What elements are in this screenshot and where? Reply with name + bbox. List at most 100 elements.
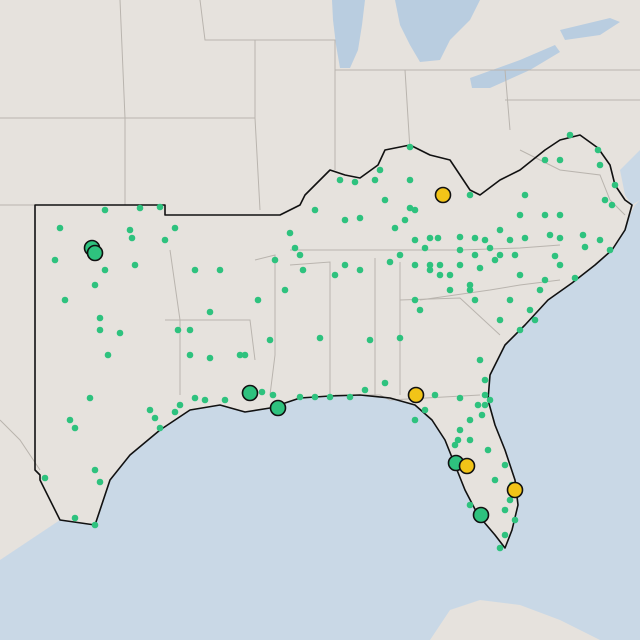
small-location-marker[interactable]	[91, 281, 99, 289]
green-large-marker[interactable]	[86, 244, 104, 262]
small-location-marker[interactable]	[496, 316, 504, 324]
small-location-marker[interactable]	[608, 201, 616, 209]
small-location-marker[interactable]	[331, 271, 339, 279]
small-location-marker[interactable]	[356, 214, 364, 222]
small-location-marker[interactable]	[411, 236, 419, 244]
small-location-marker[interactable]	[611, 181, 619, 189]
small-location-marker[interactable]	[71, 514, 79, 522]
small-location-marker[interactable]	[201, 396, 209, 404]
small-location-marker[interactable]	[476, 356, 484, 364]
small-location-marker[interactable]	[526, 306, 534, 314]
small-location-marker[interactable]	[556, 261, 564, 269]
small-location-marker[interactable]	[296, 251, 304, 259]
small-location-marker[interactable]	[286, 229, 294, 237]
small-location-marker[interactable]	[41, 474, 49, 482]
small-location-marker[interactable]	[501, 531, 509, 539]
small-location-marker[interactable]	[511, 251, 519, 259]
small-location-marker[interactable]	[411, 261, 419, 269]
small-location-marker[interactable]	[406, 204, 414, 212]
small-location-marker[interactable]	[236, 351, 244, 359]
small-location-marker[interactable]	[556, 156, 564, 164]
small-location-marker[interactable]	[486, 244, 494, 252]
small-location-marker[interactable]	[496, 226, 504, 234]
small-location-marker[interactable]	[254, 296, 262, 304]
small-location-marker[interactable]	[206, 354, 214, 362]
small-location-marker[interactable]	[541, 276, 549, 284]
small-location-marker[interactable]	[346, 393, 354, 401]
small-location-marker[interactable]	[116, 329, 124, 337]
small-location-marker[interactable]	[206, 308, 214, 316]
small-location-marker[interactable]	[146, 406, 154, 414]
small-location-marker[interactable]	[501, 461, 509, 469]
small-location-marker[interactable]	[541, 156, 549, 164]
small-location-marker[interactable]	[481, 401, 489, 409]
small-location-marker[interactable]	[341, 261, 349, 269]
small-location-marker[interactable]	[551, 252, 559, 260]
small-location-marker[interactable]	[556, 211, 564, 219]
small-location-marker[interactable]	[406, 143, 414, 151]
small-location-marker[interactable]	[516, 211, 524, 219]
small-location-marker[interactable]	[566, 131, 574, 139]
small-location-marker[interactable]	[131, 261, 139, 269]
small-location-marker[interactable]	[411, 206, 419, 214]
small-location-marker[interactable]	[128, 234, 136, 242]
yellow-large-marker[interactable]	[434, 186, 452, 204]
small-location-marker[interactable]	[571, 274, 579, 282]
small-location-marker[interactable]	[451, 441, 459, 449]
small-location-marker[interactable]	[471, 251, 479, 259]
small-location-marker[interactable]	[376, 166, 384, 174]
small-location-marker[interactable]	[511, 516, 519, 524]
small-location-marker[interactable]	[411, 416, 419, 424]
small-location-marker[interactable]	[341, 216, 349, 224]
small-location-marker[interactable]	[176, 401, 184, 409]
small-location-marker[interactable]	[496, 251, 504, 259]
small-location-marker[interactable]	[476, 264, 484, 272]
small-location-marker[interactable]	[501, 506, 509, 514]
small-location-marker[interactable]	[96, 314, 104, 322]
small-location-marker[interactable]	[426, 266, 434, 274]
small-location-marker[interactable]	[381, 379, 389, 387]
small-location-marker[interactable]	[174, 326, 182, 334]
small-location-marker[interactable]	[516, 271, 524, 279]
small-location-marker[interactable]	[484, 446, 492, 454]
small-location-marker[interactable]	[191, 266, 199, 274]
small-location-marker[interactable]	[496, 544, 504, 552]
yellow-large-marker[interactable]	[458, 457, 476, 475]
small-location-marker[interactable]	[136, 204, 144, 212]
small-location-marker[interactable]	[556, 234, 564, 242]
small-location-marker[interactable]	[536, 286, 544, 294]
small-location-marker[interactable]	[241, 351, 249, 359]
small-location-marker[interactable]	[481, 391, 489, 399]
small-location-marker[interactable]	[421, 244, 429, 252]
small-location-marker[interactable]	[601, 196, 609, 204]
small-location-marker[interactable]	[216, 266, 224, 274]
small-location-marker[interactable]	[471, 296, 479, 304]
small-location-marker[interactable]	[91, 466, 99, 474]
small-location-marker[interactable]	[71, 424, 79, 432]
small-location-marker[interactable]	[151, 414, 159, 422]
small-location-marker[interactable]	[396, 334, 404, 342]
small-location-marker[interactable]	[291, 244, 299, 252]
small-location-marker[interactable]	[191, 394, 199, 402]
small-location-marker[interactable]	[606, 246, 614, 254]
small-location-marker[interactable]	[51, 256, 59, 264]
yellow-large-marker[interactable]	[407, 386, 425, 404]
small-location-marker[interactable]	[156, 203, 164, 211]
small-location-marker[interactable]	[186, 351, 194, 359]
small-location-marker[interactable]	[371, 176, 379, 184]
small-location-marker[interactable]	[579, 231, 587, 239]
small-location-marker[interactable]	[456, 426, 464, 434]
small-location-marker[interactable]	[258, 388, 266, 396]
small-location-marker[interactable]	[506, 236, 514, 244]
small-location-marker[interactable]	[466, 191, 474, 199]
small-location-marker[interactable]	[506, 296, 514, 304]
green-large-marker[interactable]	[472, 506, 490, 524]
small-location-marker[interactable]	[336, 176, 344, 184]
small-location-marker[interactable]	[356, 266, 364, 274]
small-location-marker[interactable]	[406, 176, 414, 184]
small-location-marker[interactable]	[466, 436, 474, 444]
small-location-marker[interactable]	[221, 396, 229, 404]
small-location-marker[interactable]	[401, 216, 409, 224]
